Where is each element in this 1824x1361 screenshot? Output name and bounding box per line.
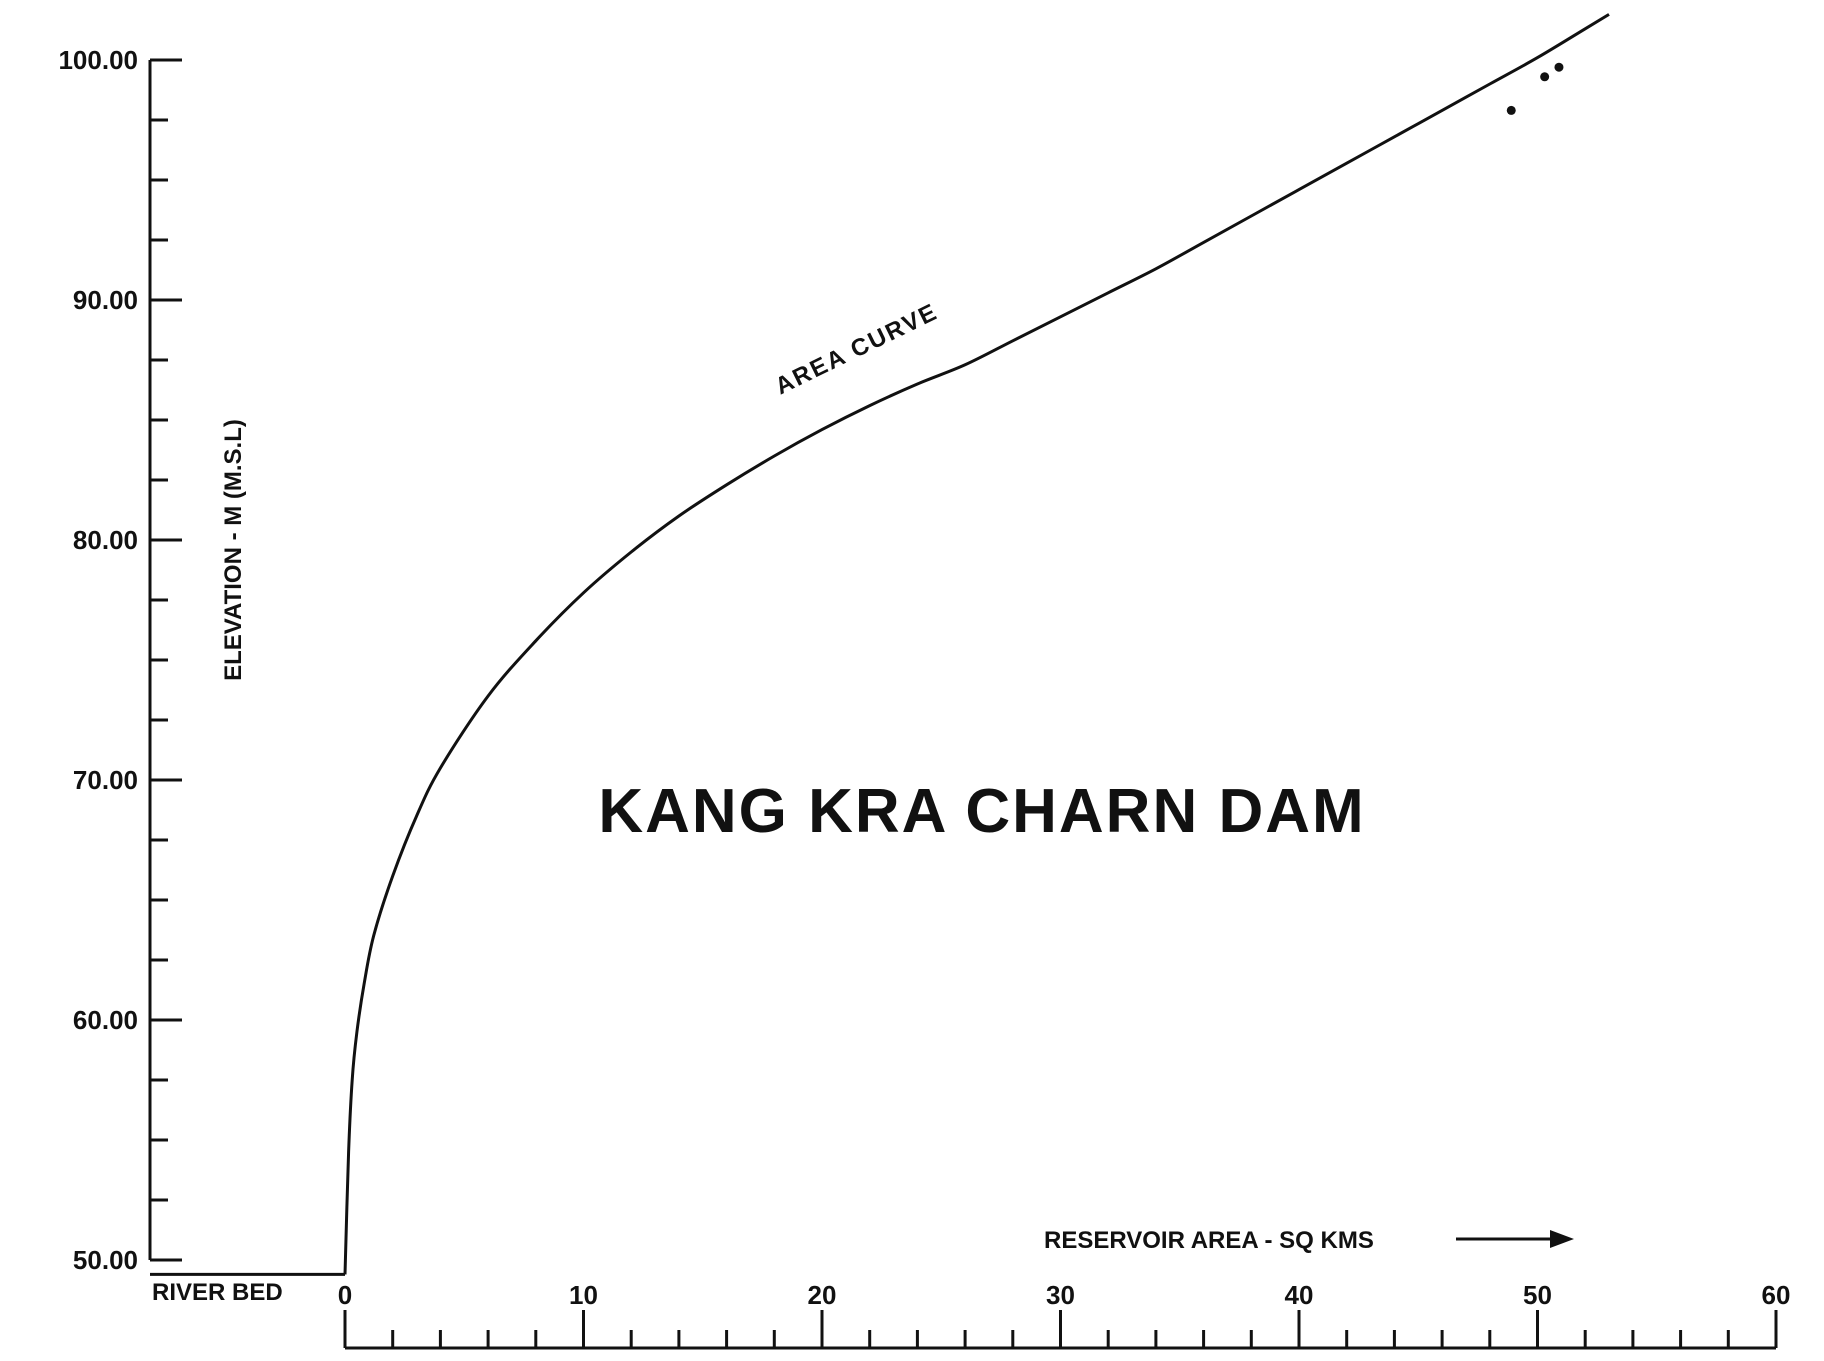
- y-axis-title: ELEVATION - M (M.S.L): [220, 419, 247, 681]
- x-tick-label: 10: [569, 1280, 598, 1310]
- y-tick-label: 80.00: [73, 525, 138, 555]
- x-axis-arrowhead: [1550, 1230, 1574, 1248]
- text-layer: KANG KRA CHARN DAM ELEVATION - M (M.S.L)…: [152, 298, 1374, 1306]
- area-curve-line: [343, 13, 1610, 1275]
- y-tick-label: 60.00: [73, 1005, 138, 1035]
- x-axis-title: RESERVOIR AREA - SQ KMS: [1044, 1227, 1374, 1254]
- x-tick-label: 50: [1523, 1280, 1552, 1310]
- x-tick-label: 40: [1285, 1280, 1314, 1310]
- data-point: [1506, 105, 1516, 115]
- y-tick-label: 70.00: [73, 765, 138, 795]
- river-bed-label: RIVER BED: [152, 1279, 283, 1306]
- y-tick-label: 50.00: [73, 1245, 138, 1275]
- data-point: [1554, 62, 1564, 72]
- axes-layer: 50.00 60.00 70.00 80.00 90.00 100.00 0 10 20 30 40…: [58, 45, 1791, 1350]
- x-tick-label: 60: [1762, 1280, 1791, 1310]
- data-point: [1540, 72, 1550, 82]
- chart-title: KANG KRA CHARN DAM: [598, 777, 1365, 846]
- y-tick-label: 90.00: [73, 285, 138, 315]
- y-tick-label: 100.00: [58, 45, 138, 75]
- x-tick-label: 30: [1046, 1280, 1075, 1310]
- x-tick-label: 20: [808, 1280, 837, 1310]
- x-tick-label: 0: [338, 1280, 352, 1310]
- data-layer: [150, 13, 1610, 1276]
